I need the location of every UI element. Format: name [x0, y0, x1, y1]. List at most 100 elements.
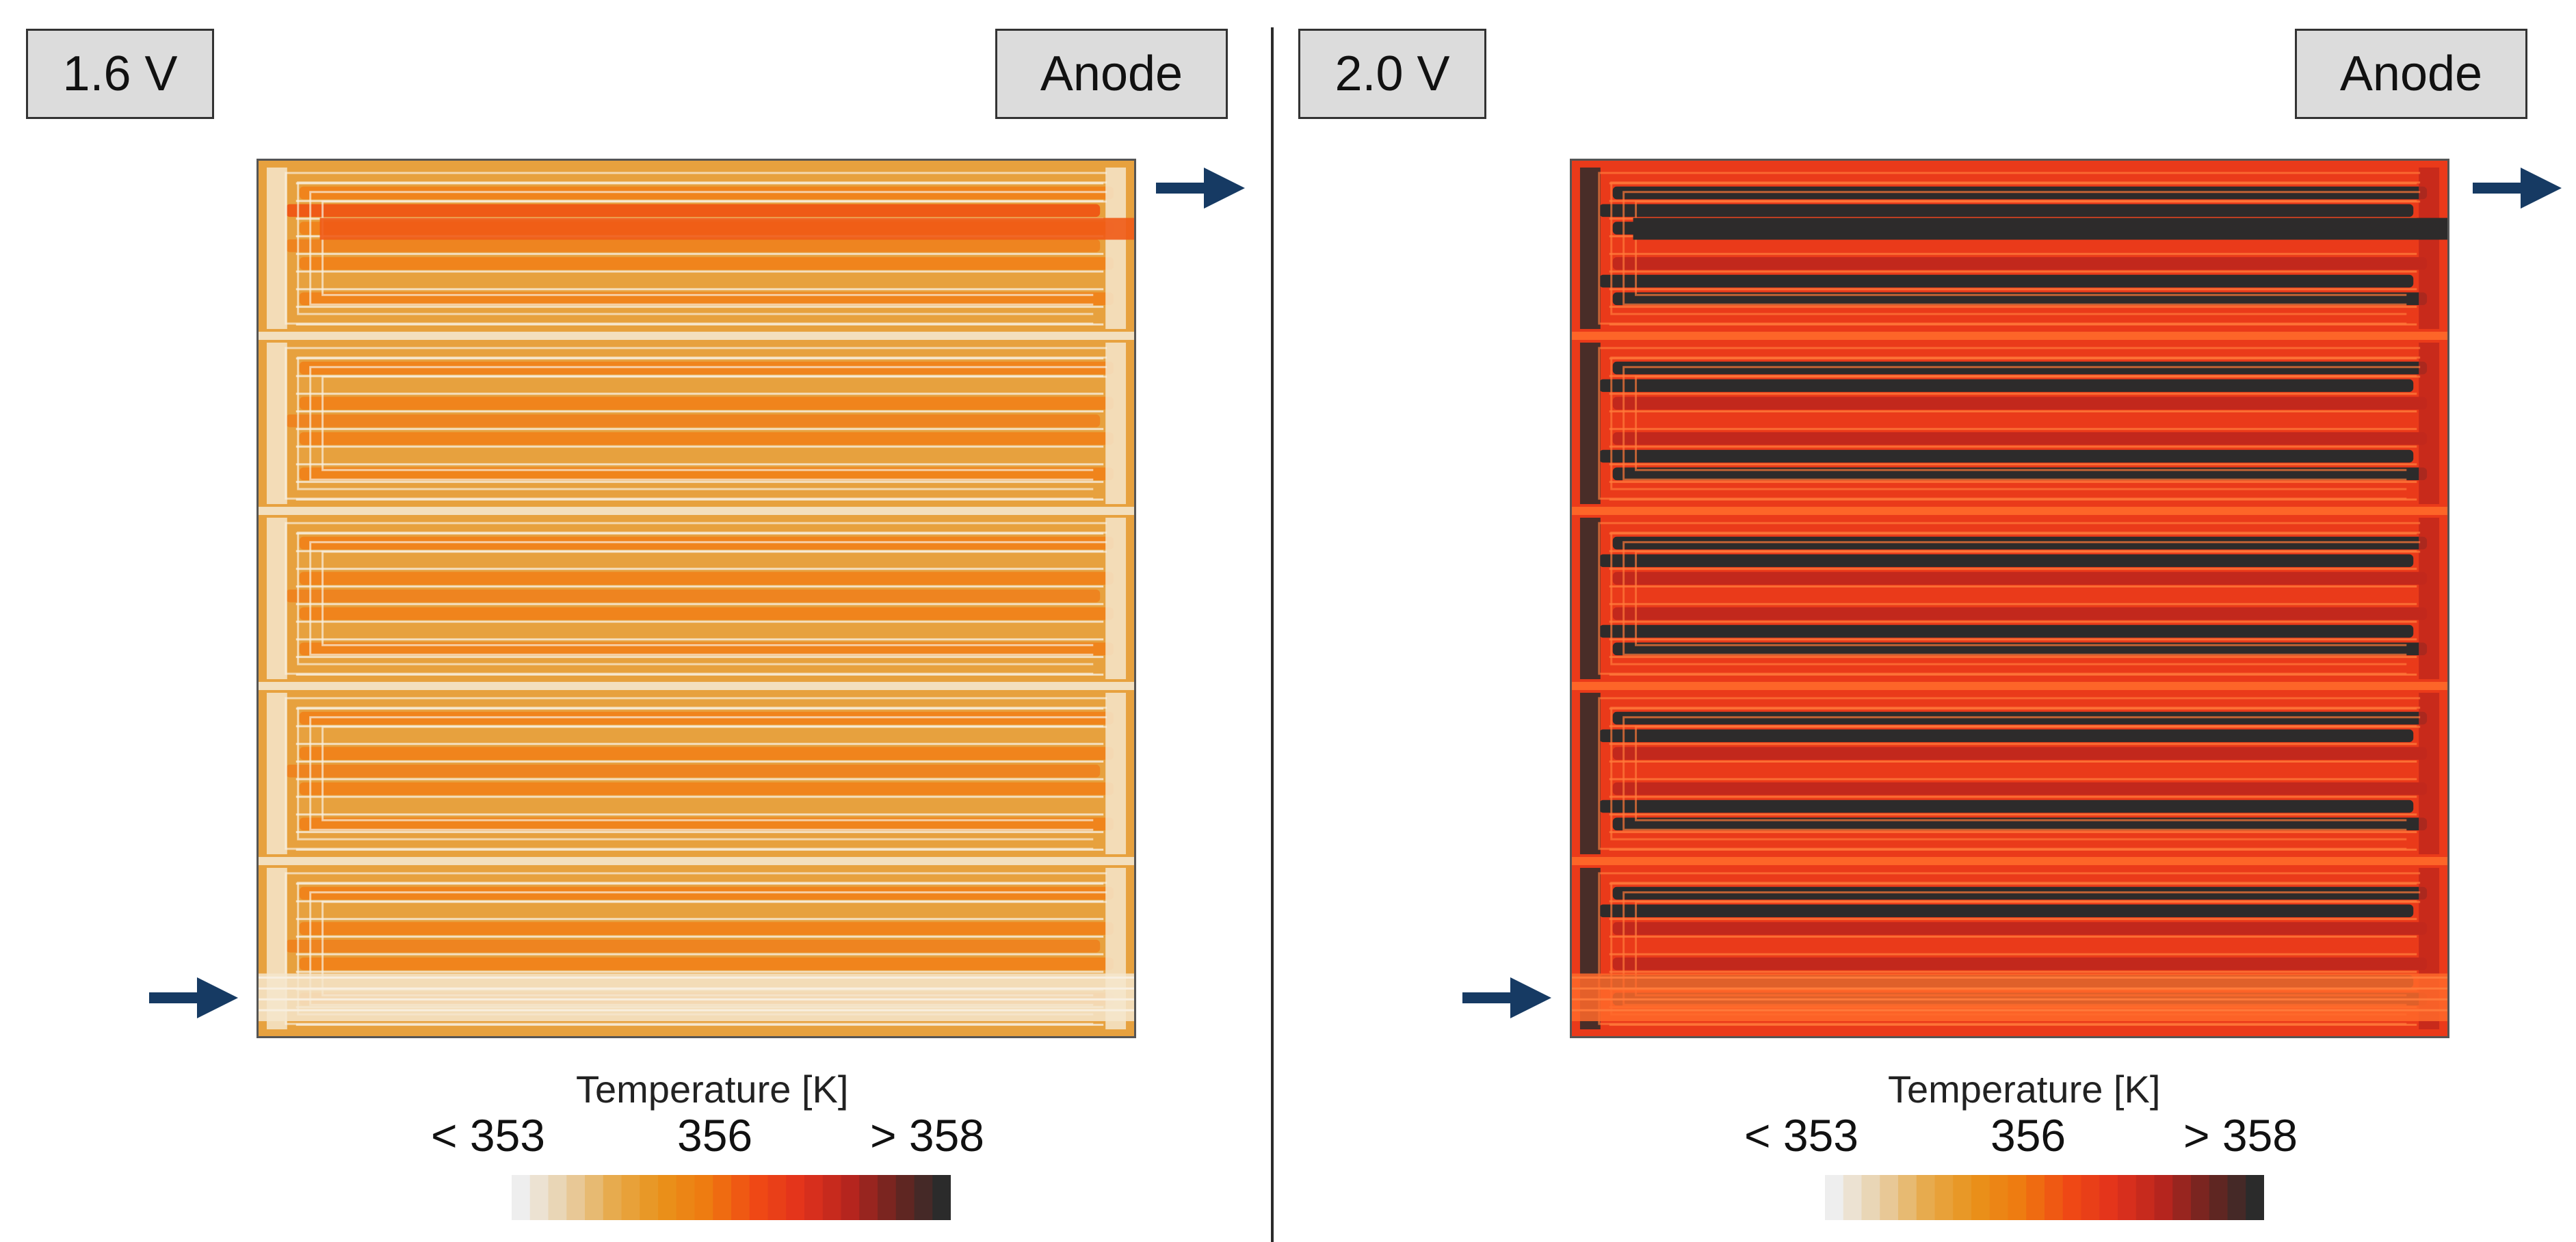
- block-separator: [1572, 507, 2447, 515]
- channel-band: [299, 922, 1114, 935]
- colorbar-band: [585, 1175, 604, 1220]
- channel-band: [285, 693, 1101, 707]
- channel-band: [1599, 379, 2414, 393]
- left-bend: [1579, 692, 1601, 855]
- colorbar-band: [621, 1175, 640, 1220]
- channel-band: [299, 432, 1114, 445]
- channel-band: [285, 168, 1101, 182]
- channel-band: [1612, 572, 2428, 585]
- right-bend: [2419, 692, 2440, 855]
- left-bend: [266, 517, 287, 680]
- channel-band: [285, 554, 1101, 568]
- colorbar-band: [767, 1175, 787, 1220]
- colorbar-band: [2191, 1175, 2210, 1220]
- channel-band: [285, 835, 1101, 848]
- colorbar-max-label: > 358: [2183, 1110, 2298, 1161]
- voltage-label: 1.6 V: [26, 29, 214, 119]
- serpentine-rib: [1635, 375, 2421, 471]
- channel-band: [285, 800, 1101, 813]
- channel-band: [1599, 660, 2414, 673]
- channel-band: [1599, 274, 2414, 288]
- flow-block: [1579, 517, 2440, 680]
- serpentine-rib: [1598, 172, 2421, 325]
- left-bend: [1579, 517, 1601, 680]
- colorbar-mid-label: 356: [677, 1110, 753, 1161]
- block-separator: [1572, 332, 2447, 340]
- channel-band: [1599, 168, 2414, 182]
- serpentine-rib: [297, 356, 1107, 490]
- channel-band: [1599, 310, 2414, 323]
- block-separator: [1572, 857, 2447, 865]
- colorbar-band: [2099, 1175, 2118, 1220]
- channel-band: [1599, 449, 2414, 463]
- serpentine-rib: [1610, 356, 2421, 490]
- colorbar-band: [731, 1175, 750, 1220]
- flow-block: [1579, 692, 2440, 855]
- colorbar-band: [1971, 1175, 1990, 1220]
- channel-band: [285, 869, 1101, 882]
- channel-band: [285, 379, 1101, 393]
- serpentine-rib: [1598, 697, 2421, 850]
- channel-band: [299, 256, 1114, 270]
- colorbar-band: [2026, 1175, 2045, 1220]
- channel-band: [1599, 239, 2414, 252]
- serpentine-rib: [1610, 531, 2421, 665]
- colorbar-band: [2045, 1175, 2064, 1220]
- temperature-map: [1570, 159, 2449, 1038]
- block-separator: [259, 507, 1134, 515]
- channel-band: [1599, 590, 2414, 603]
- channel-band: [285, 414, 1101, 427]
- colorbar-band: [1916, 1175, 1936, 1220]
- colorbar-min-label: < 353: [431, 1110, 545, 1161]
- channel-band: [285, 485, 1101, 498]
- colorbar-band: [749, 1175, 769, 1220]
- colorbar-band: [2118, 1175, 2137, 1220]
- serpentine-rib: [321, 200, 1107, 296]
- serpentine-rib: [309, 191, 1107, 306]
- inlet-arrow-icon: [149, 977, 238, 1018]
- channel-band: [285, 729, 1101, 743]
- colorbar-band: [841, 1175, 860, 1220]
- channel-band: [285, 765, 1101, 778]
- serpentine-rib: [297, 181, 1107, 315]
- channel-band: [299, 747, 1114, 760]
- inlet-cool-zone: [259, 973, 1134, 1022]
- colorbar-band: [713, 1175, 732, 1220]
- block-separator: [259, 682, 1134, 690]
- colorbar-min-label: < 353: [1744, 1110, 1858, 1161]
- colorbar-band: [895, 1175, 915, 1220]
- outlet-hot-zone: [1633, 217, 2447, 240]
- right-bend: [1105, 342, 1127, 505]
- serpentine-rib: [297, 706, 1107, 841]
- colorbar-title: Temperature [K]: [576, 1068, 849, 1111]
- channel-band: [1612, 256, 2428, 270]
- colorbar-band: [2008, 1175, 2027, 1220]
- flow-block: [266, 692, 1127, 855]
- channel-band: [1612, 747, 2428, 760]
- colorbar-band: [822, 1175, 842, 1220]
- flow-block: [1579, 167, 2440, 330]
- anode-label: Anode: [2295, 29, 2527, 119]
- channel-band: [285, 518, 1101, 532]
- serpentine-rib: [1610, 181, 2421, 315]
- channel-band: [1599, 693, 2414, 707]
- colorbar-band: [1953, 1175, 1972, 1220]
- left-bend: [1579, 167, 1601, 330]
- channel-band: [285, 310, 1101, 323]
- left-bend: [266, 342, 287, 505]
- right-bend: [2419, 342, 2440, 505]
- colorbar-gradient: [512, 1175, 951, 1220]
- serpentine-rib: [1598, 347, 2421, 500]
- colorbar-band: [566, 1175, 586, 1220]
- serpentine-rib: [1635, 726, 2421, 821]
- channel-band: [285, 449, 1101, 463]
- channel-band: [285, 274, 1101, 288]
- serpentine-rib: [285, 172, 1107, 325]
- serpentine-rib: [321, 551, 1107, 646]
- serpentine-rib: [321, 375, 1107, 471]
- anode-label: Anode: [995, 29, 1228, 119]
- colorbar-band: [1989, 1175, 2009, 1220]
- right-bend: [2419, 517, 2440, 680]
- left-bend: [1579, 342, 1601, 505]
- channel-band: [1599, 835, 2414, 848]
